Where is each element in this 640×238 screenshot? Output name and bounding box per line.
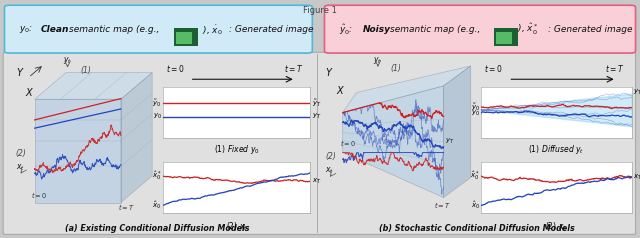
FancyBboxPatch shape [496, 32, 512, 44]
Text: $y_0$:: $y_0$: [19, 24, 33, 35]
Text: $Y$: $Y$ [325, 66, 333, 78]
Text: $y_0$: $y_0$ [470, 108, 480, 118]
Text: semantic map (e.g.,: semantic map (e.g., [69, 25, 159, 34]
Polygon shape [35, 99, 121, 203]
Text: Clean: Clean [40, 25, 68, 34]
Polygon shape [343, 86, 444, 198]
Text: $X$: $X$ [25, 86, 35, 98]
Text: $y_T$: $y_T$ [445, 137, 455, 146]
Text: $\hat{y}_0$:: $\hat{y}_0$: [339, 22, 353, 37]
Text: $t=T$: $t=T$ [605, 63, 624, 74]
Text: (b) Stochastic Conditional Diffusion Models: (b) Stochastic Conditional Diffusion Mod… [379, 224, 575, 233]
Text: $\hat{x}_0^*$: $\hat{x}_0^*$ [152, 169, 162, 183]
Text: $\hat{x}_0^*$: $\hat{x}_0^*$ [470, 169, 480, 183]
Text: $\hat{x}_0$: $\hat{x}_0$ [152, 199, 162, 211]
Text: $x_t$: $x_t$ [16, 162, 25, 173]
FancyBboxPatch shape [324, 5, 636, 53]
Polygon shape [343, 66, 471, 113]
Text: $y_0$: $y_0$ [152, 112, 162, 121]
Text: (2): (2) [325, 152, 336, 161]
Text: $t=0$: $t=0$ [31, 190, 48, 200]
Text: semantic map (e.g.,: semantic map (e.g., [390, 25, 481, 34]
Polygon shape [444, 66, 471, 198]
FancyBboxPatch shape [174, 28, 198, 46]
FancyBboxPatch shape [176, 32, 192, 44]
Text: $X$: $X$ [337, 84, 346, 96]
Text: $(2)$ $x_t$: $(2)$ $x_t$ [226, 220, 248, 233]
Text: $y_t$: $y_t$ [63, 55, 72, 66]
FancyBboxPatch shape [4, 5, 312, 53]
Text: Noisy: Noisy [363, 25, 391, 34]
Text: (1): (1) [80, 66, 91, 74]
Text: $Y$: $Y$ [16, 66, 24, 78]
Text: $t=0$: $t=0$ [340, 138, 356, 148]
Text: $\tilde{y}_0$: $\tilde{y}_0$ [152, 98, 162, 109]
Text: $\tilde{y}_T$: $\tilde{y}_T$ [312, 98, 321, 109]
Polygon shape [35, 73, 152, 99]
Text: $\tilde{y}_0$: $\tilde{y}_0$ [470, 101, 480, 113]
Text: (a) Existing Conditional Diffusion Models: (a) Existing Conditional Diffusion Model… [65, 224, 249, 233]
Text: $t=0$: $t=0$ [166, 63, 185, 74]
Text: $y_t$: $y_t$ [373, 55, 382, 66]
Polygon shape [121, 73, 152, 203]
Text: $x_T$: $x_T$ [633, 173, 640, 182]
FancyBboxPatch shape [494, 28, 518, 46]
Text: $t=T$: $t=T$ [284, 63, 303, 74]
Text: $x_T$: $x_T$ [312, 177, 321, 186]
Text: ), $\dot{x}_0$: ), $\dot{x}_0$ [202, 23, 223, 36]
Text: $(1)$ Diffused $y_t$: $(1)$ Diffused $y_t$ [529, 143, 584, 156]
Text: : Generated image: : Generated image [548, 25, 632, 34]
Text: $t=T$: $t=T$ [434, 199, 451, 209]
Text: $x_t$: $x_t$ [325, 166, 334, 176]
Text: $y_T$: $y_T$ [633, 87, 640, 97]
Text: $t=0$: $t=0$ [484, 63, 503, 74]
Text: : Generated image: : Generated image [229, 25, 314, 34]
FancyBboxPatch shape [3, 52, 636, 234]
Text: $t=T$: $t=T$ [118, 202, 135, 212]
Text: (1): (1) [390, 64, 401, 73]
Text: $(2)$ $x_t$: $(2)$ $x_t$ [545, 220, 568, 233]
Text: (2): (2) [16, 149, 27, 158]
Text: $\hat{x}_0$: $\hat{x}_0$ [470, 199, 480, 211]
Text: $y_T$: $y_T$ [312, 112, 321, 121]
Text: $(1)$ Fixed $y_0$: $(1)$ Fixed $y_0$ [214, 143, 260, 156]
Text: ), $\hat{x}_0^*$: ), $\hat{x}_0^*$ [517, 22, 538, 37]
Text: Figure 1: Figure 1 [303, 6, 337, 15]
